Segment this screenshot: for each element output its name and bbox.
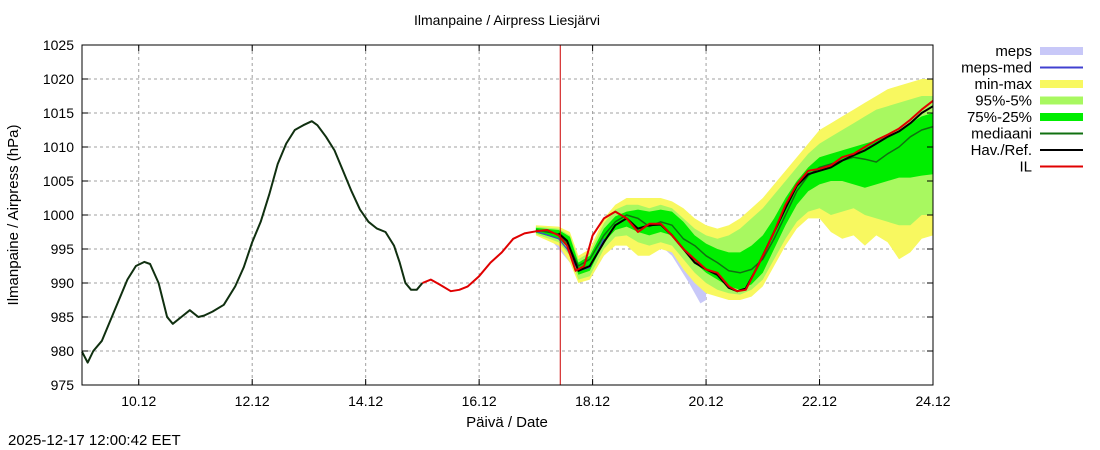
x-tick-label: 10.12 (121, 393, 156, 409)
timestamp: 2025-12-17 12:00:42 EET (8, 432, 181, 449)
y-tick-label: 1020 (43, 71, 74, 87)
legend-item: meps (995, 43, 1083, 60)
y-axis-label: Ilmanpaine / Airpress (hPa) (5, 125, 22, 306)
legend-label: IL (1019, 159, 1032, 176)
band-75-25 (535, 113, 933, 290)
legend-swatch (1040, 47, 1083, 55)
y-tick-label: 975 (51, 377, 75, 393)
legend-item: Hav./Ref. (971, 142, 1083, 159)
line-hav-ref (81, 120, 424, 364)
legend-label: mediaani (971, 126, 1032, 143)
legend-item: IL (1019, 159, 1083, 176)
legend-label: Hav./Ref. (971, 142, 1032, 159)
legend-item: meps-med (961, 60, 1083, 77)
legend-label: 75%-25% (967, 109, 1032, 126)
y-tick-label: 1025 (43, 37, 74, 53)
y-tick-label: 990 (51, 275, 75, 291)
legend-label: min-max (974, 76, 1032, 93)
y-tick-label: 980 (51, 343, 75, 359)
legend-label: meps-med (961, 60, 1032, 77)
y-tick-label: 995 (51, 241, 75, 257)
legend-item: mediaani (971, 126, 1083, 143)
legend-item: 95%-5% (975, 93, 1083, 110)
legend-swatch (1040, 113, 1083, 121)
legend-label: 95%-5% (975, 93, 1032, 110)
legend-label: meps (995, 43, 1032, 60)
legend-item: 75%-25% (967, 109, 1083, 126)
y-tick-label: 1000 (43, 207, 74, 223)
x-tick-label: 12.12 (235, 393, 270, 409)
x-tick-label: 20.12 (689, 393, 724, 409)
x-tick-label: 16.12 (462, 393, 497, 409)
legend: mepsmeps-medmin-max95%-5%75%-25%mediaani… (961, 43, 1083, 176)
y-tick-label: 1010 (43, 139, 74, 155)
x-axis-label: Päivä / Date (466, 414, 548, 431)
bands (535, 79, 933, 304)
band-95-5 (535, 96, 933, 295)
x-axis-ticks: 10.12 12.12 14.12 16.12 18.12 20.12 22.12 24.12 (121, 45, 951, 409)
x-tick-label: 24.12 (915, 393, 950, 409)
line-mediaani (535, 125, 934, 274)
legend-swatch (1040, 96, 1083, 105)
x-tick-label: 22.12 (802, 393, 837, 409)
x-tick-label: 18.12 (575, 393, 610, 409)
band-min-max (535, 79, 933, 300)
y-tick-label: 1015 (43, 105, 74, 121)
x-tick-label: 14.12 (348, 393, 383, 409)
line-il (422, 100, 934, 293)
y-tick-label: 985 (51, 309, 75, 325)
legend-swatch (1040, 80, 1083, 88)
chart-title: Ilmanpaine / Airpress Liesjärvi (414, 12, 600, 28)
lines (81, 100, 934, 364)
legend-item: min-max (974, 76, 1083, 93)
y-tick-label: 1005 (43, 173, 74, 189)
y-axis-ticks: 975 980 985 990 995 1000 1005 1010 1015 1020 1025 (43, 37, 933, 393)
